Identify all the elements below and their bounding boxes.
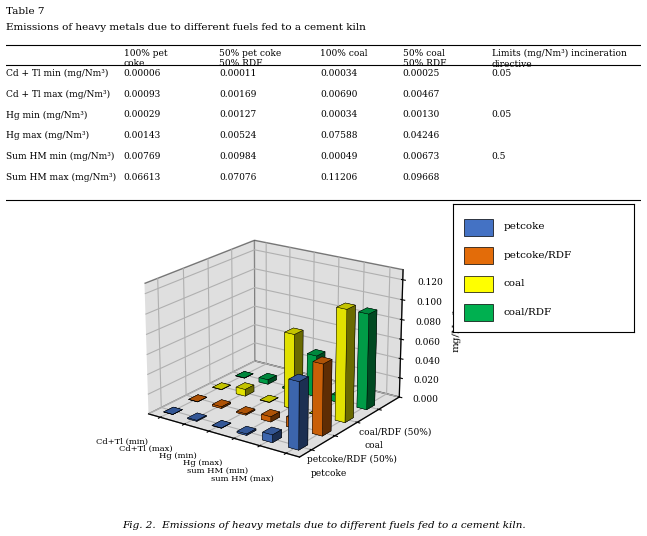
Text: Table 7: Table 7 bbox=[6, 8, 45, 16]
Text: 0.00169: 0.00169 bbox=[219, 90, 256, 99]
Text: 0.07076: 0.07076 bbox=[219, 173, 256, 182]
Text: coal: coal bbox=[503, 279, 525, 288]
Text: Fig. 2.  Emissions of heavy metals due to different fuels fed to a cement kiln.: Fig. 2. Emissions of heavy metals due to… bbox=[122, 521, 525, 530]
FancyBboxPatch shape bbox=[464, 304, 493, 321]
Text: Limits (mg/Nm³) incineration
directive: Limits (mg/Nm³) incineration directive bbox=[492, 49, 626, 69]
Text: 50% coal
50% RDF: 50% coal 50% RDF bbox=[402, 49, 446, 69]
Text: 0.00049: 0.00049 bbox=[320, 152, 358, 161]
Text: 100% pet
coke: 100% pet coke bbox=[124, 49, 168, 69]
Text: 0.05: 0.05 bbox=[492, 110, 512, 120]
Text: 0.06613: 0.06613 bbox=[124, 173, 161, 182]
Text: 0.07588: 0.07588 bbox=[320, 131, 358, 140]
Text: 0.00673: 0.00673 bbox=[402, 152, 440, 161]
Text: 100% coal: 100% coal bbox=[320, 49, 368, 58]
Text: Hg max (mg/Nm³): Hg max (mg/Nm³) bbox=[6, 131, 89, 140]
Text: 0.00984: 0.00984 bbox=[219, 152, 256, 161]
Text: Sum HM max (mg/Nm³): Sum HM max (mg/Nm³) bbox=[6, 173, 116, 182]
Text: 50% pet coke
50% RDF: 50% pet coke 50% RDF bbox=[219, 49, 281, 69]
Text: 0.00034: 0.00034 bbox=[320, 110, 358, 120]
Text: coal/RDF: coal/RDF bbox=[503, 307, 552, 316]
Text: 0.05: 0.05 bbox=[492, 69, 512, 78]
Text: 0.11206: 0.11206 bbox=[320, 173, 358, 182]
Text: 0.00093: 0.00093 bbox=[124, 90, 161, 99]
FancyBboxPatch shape bbox=[464, 276, 493, 293]
Text: 0.00011: 0.00011 bbox=[219, 69, 256, 78]
Text: 0.00130: 0.00130 bbox=[402, 110, 440, 120]
Text: 0.00524: 0.00524 bbox=[219, 131, 256, 140]
Text: Cd + Tl min (mg/Nm³): Cd + Tl min (mg/Nm³) bbox=[6, 69, 109, 78]
Text: 0.00467: 0.00467 bbox=[402, 90, 440, 99]
Text: petcoke: petcoke bbox=[503, 222, 545, 232]
FancyBboxPatch shape bbox=[464, 248, 493, 264]
FancyBboxPatch shape bbox=[464, 219, 493, 236]
Text: 0.5: 0.5 bbox=[492, 152, 506, 161]
Text: 0.00029: 0.00029 bbox=[124, 110, 161, 120]
Text: Hg min (mg/Nm³): Hg min (mg/Nm³) bbox=[6, 110, 88, 120]
Text: Emissions of heavy metals due to different fuels fed to a cement kiln: Emissions of heavy metals due to differe… bbox=[6, 23, 366, 32]
Text: Sum HM min (mg/Nm³): Sum HM min (mg/Nm³) bbox=[6, 152, 115, 161]
Text: Cd + Tl max (mg/Nm³): Cd + Tl max (mg/Nm³) bbox=[6, 90, 111, 99]
Text: 0.00025: 0.00025 bbox=[402, 69, 440, 78]
Text: 0.00690: 0.00690 bbox=[320, 90, 358, 99]
Text: 0.00034: 0.00034 bbox=[320, 69, 358, 78]
Text: 0.09668: 0.09668 bbox=[402, 173, 440, 182]
Text: 0.00143: 0.00143 bbox=[124, 131, 161, 140]
Text: 0.00127: 0.00127 bbox=[219, 110, 256, 120]
Text: 0.00006: 0.00006 bbox=[124, 69, 161, 78]
Text: petcoke/RDF: petcoke/RDF bbox=[503, 251, 572, 259]
Text: 0.04246: 0.04246 bbox=[402, 131, 440, 140]
Text: 0.00769: 0.00769 bbox=[124, 152, 161, 161]
